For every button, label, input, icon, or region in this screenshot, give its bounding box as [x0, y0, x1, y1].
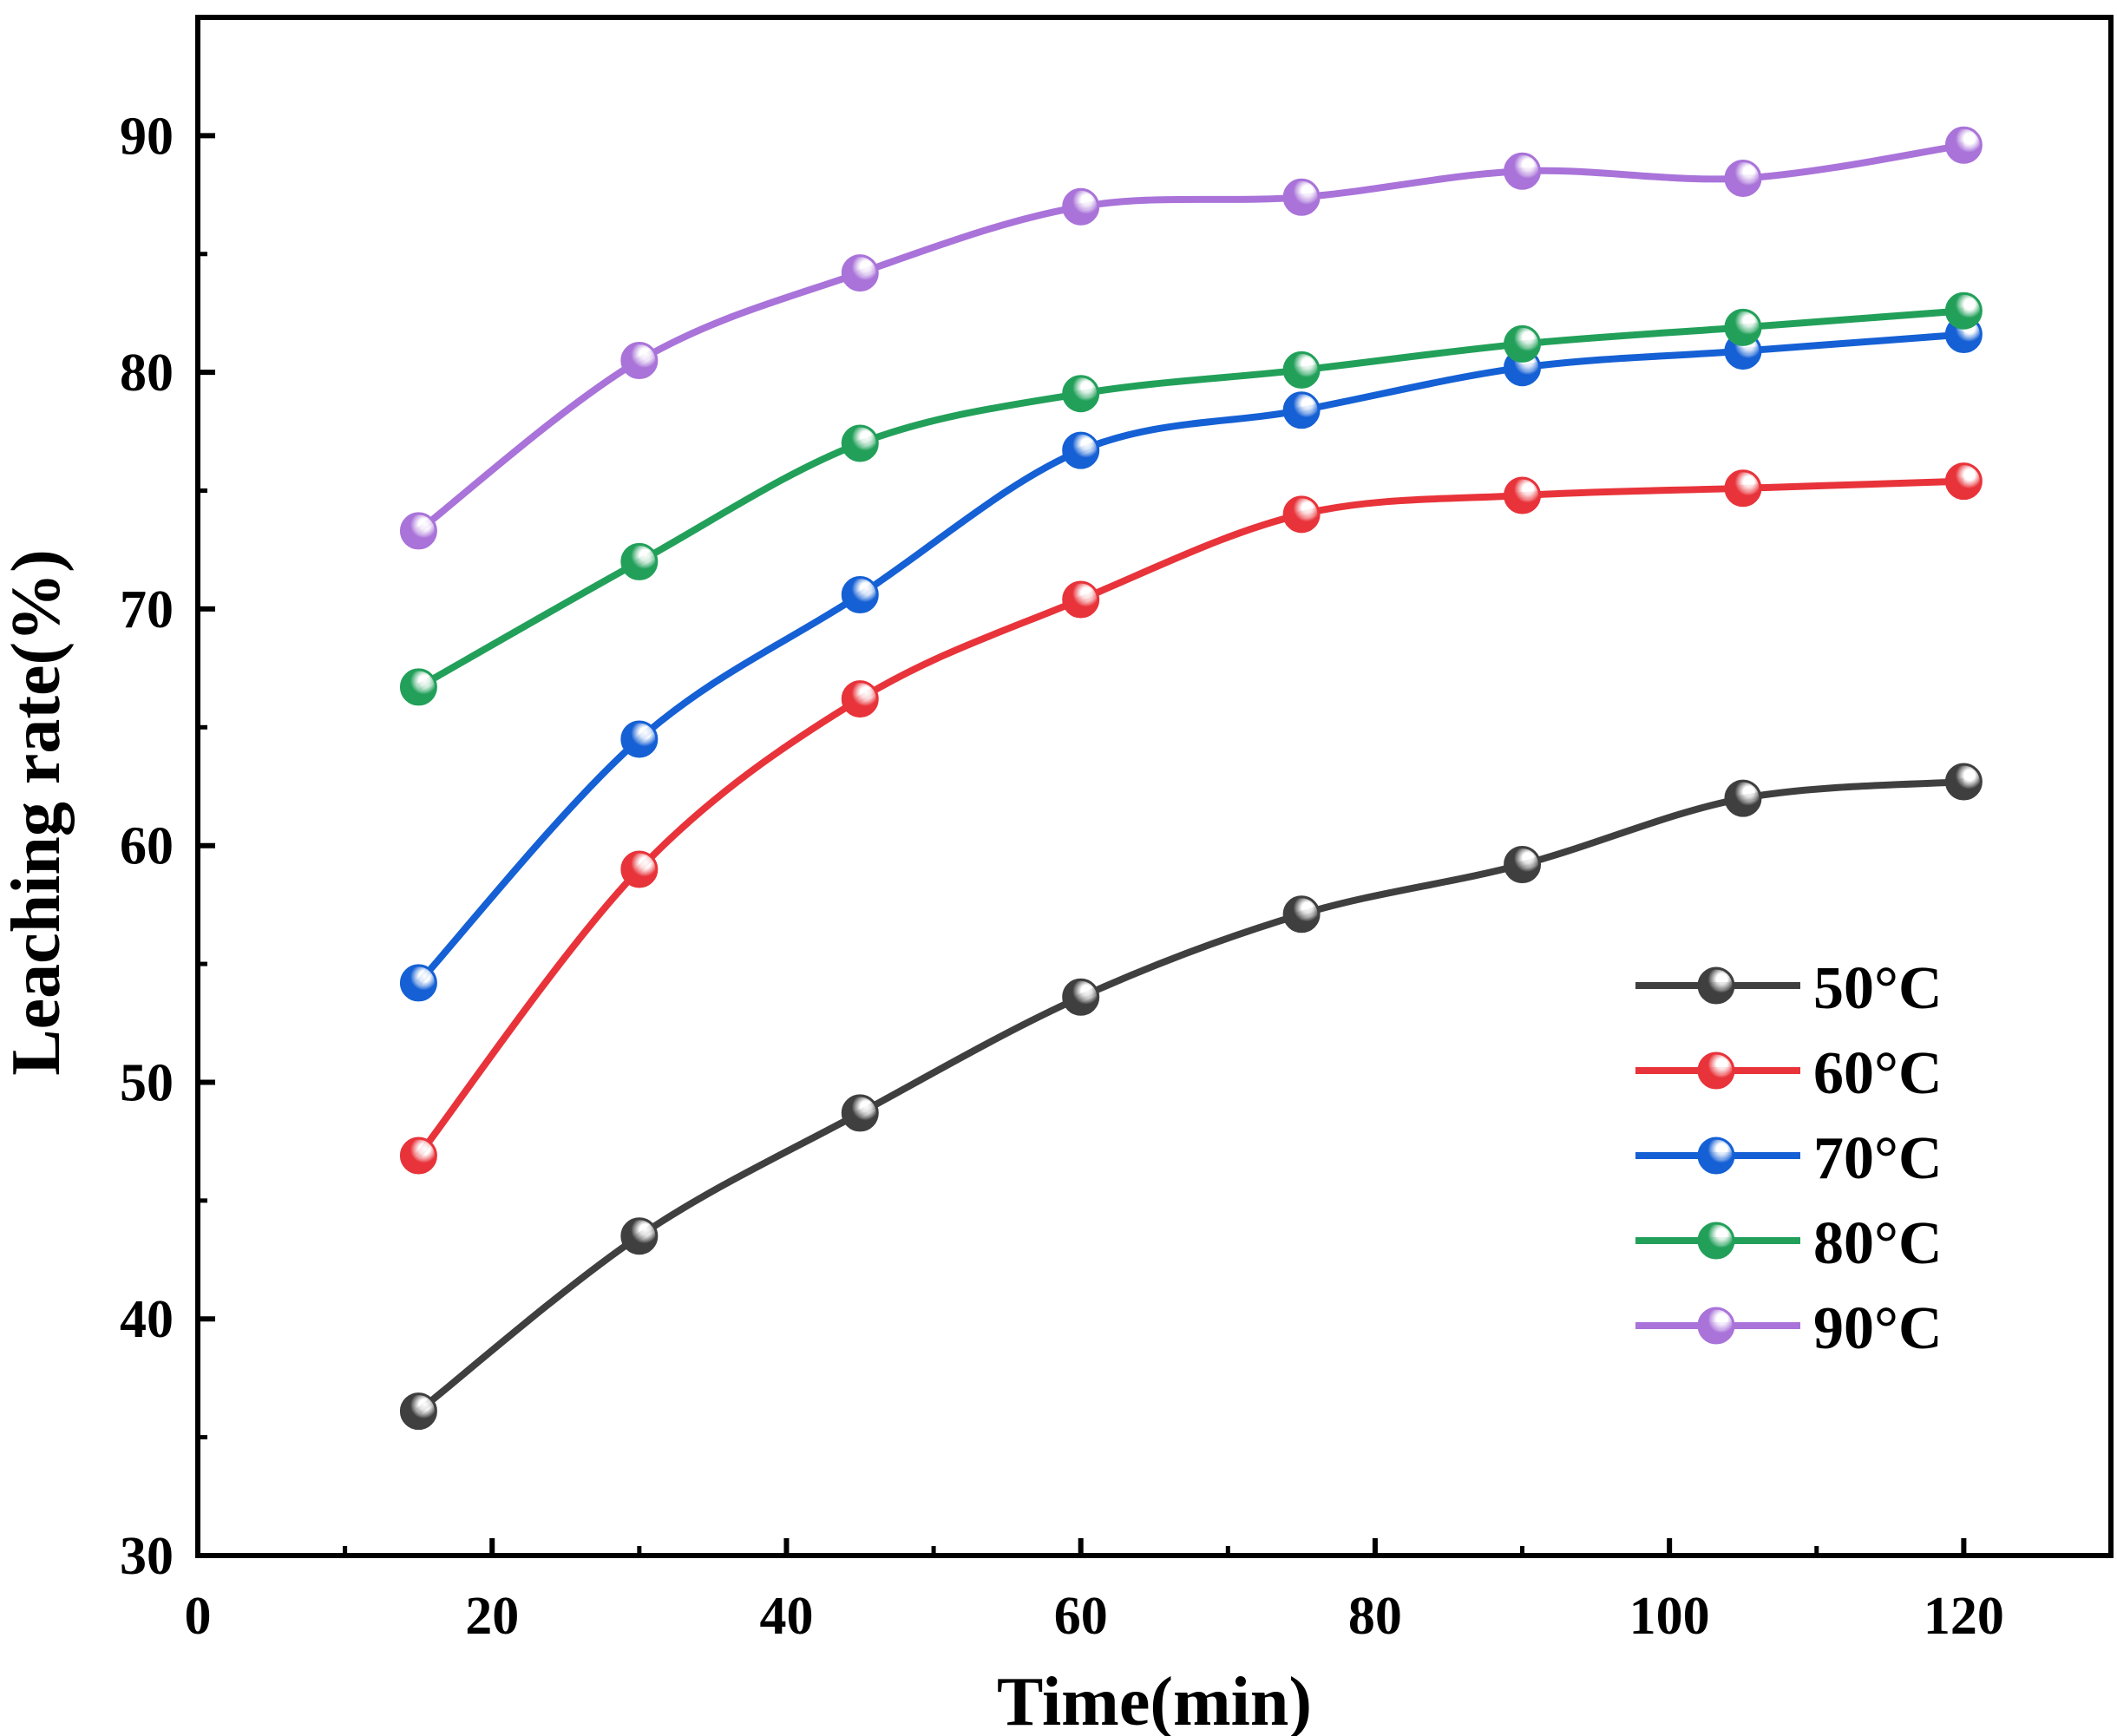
data-point [399, 668, 437, 706]
data-point [399, 1137, 437, 1175]
data-point [1062, 580, 1100, 619]
y-axis: 30 40 50 60 70 80 90 [120, 107, 215, 1586]
y-tick-label: 30 [120, 1527, 174, 1586]
legend-item: 90°C [1635, 1295, 1943, 1362]
data-point [1697, 1307, 1735, 1345]
legend-label: 90°C [1813, 1295, 1943, 1362]
data-point [1282, 178, 1321, 216]
y-tick-label: 40 [120, 1290, 174, 1349]
legend-item: 50°C [1635, 955, 1943, 1022]
data-point [841, 424, 879, 462]
series-line [416, 331, 1964, 986]
series-70°C [399, 316, 1983, 1002]
data-point [1062, 375, 1100, 413]
y-axis-title: Leaching rate(%) [0, 549, 75, 1076]
data-point [620, 850, 659, 888]
plot-area [195, 15, 2114, 1558]
data-point [1504, 324, 1542, 363]
series-80°C [399, 292, 1983, 706]
data-point [1944, 763, 1983, 801]
x-tick-label: 120 [1924, 1587, 2004, 1646]
data-point [1282, 495, 1321, 534]
x-axis-title: Time(min) [997, 1664, 1312, 1736]
legend: 50°C 60°C 70°C 80°C 90°C [1635, 955, 1943, 1362]
data-point [1504, 476, 1542, 514]
data-point [399, 512, 437, 550]
data-point [1944, 292, 1983, 330]
x-axis: 0 20 40 60 80 100 120 [185, 1538, 2004, 1646]
legend-item: 80°C [1635, 1210, 1943, 1277]
data-point [1062, 431, 1100, 469]
data-point [1724, 308, 1762, 346]
data-point [620, 1217, 659, 1255]
series-line [416, 141, 1964, 534]
legend-item: 60°C [1635, 1040, 1943, 1107]
data-point [1282, 391, 1321, 429]
x-tick-label: 20 [465, 1587, 519, 1646]
data-point [841, 254, 879, 292]
plot-frame [195, 15, 2114, 1558]
data-point [841, 680, 879, 718]
data-point [620, 542, 659, 580]
data-point [841, 1094, 879, 1132]
data-point [1697, 1137, 1735, 1175]
data-point [620, 720, 659, 758]
x-tick-label: 60 [1054, 1587, 1108, 1646]
data-point [620, 342, 659, 380]
x-tick-label: 100 [1629, 1587, 1710, 1646]
series-line [416, 477, 1964, 1158]
legend-item: 70°C [1635, 1125, 1943, 1192]
data-point [399, 1392, 437, 1431]
y-tick-label: 50 [120, 1053, 174, 1112]
data-point [1062, 978, 1100, 1016]
legend-label: 50°C [1813, 955, 1943, 1022]
y-tick-label: 60 [120, 817, 174, 876]
data-point [841, 576, 879, 614]
data-point [1724, 779, 1762, 817]
series-50°C [399, 763, 1983, 1431]
y-tick-label: 70 [120, 580, 174, 639]
series-60°C [399, 462, 1983, 1175]
data-point [1697, 1051, 1735, 1090]
data-point [1062, 187, 1100, 226]
data-point [1282, 350, 1321, 389]
data-point [399, 964, 437, 1002]
x-tick-label: 80 [1348, 1587, 1402, 1646]
data-point [1504, 152, 1542, 190]
data-point [1944, 126, 1983, 164]
x-tick-label: 40 [759, 1587, 813, 1646]
data-point [1697, 966, 1735, 1005]
y-tick-label: 80 [120, 344, 174, 403]
data-point [1724, 159, 1762, 197]
series-layer [399, 126, 1983, 1431]
series-90°C [399, 126, 1983, 550]
data-point [1282, 895, 1321, 934]
legend-label: 60°C [1813, 1040, 1943, 1107]
data-point [1504, 846, 1542, 884]
legend-label: 80°C [1813, 1210, 1943, 1277]
data-point [1944, 462, 1983, 501]
legend-label: 70°C [1813, 1125, 1943, 1192]
data-point [1724, 469, 1762, 508]
y-tick-label: 90 [120, 107, 174, 166]
data-point [1697, 1222, 1735, 1260]
x-tick-label: 0 [185, 1587, 212, 1646]
